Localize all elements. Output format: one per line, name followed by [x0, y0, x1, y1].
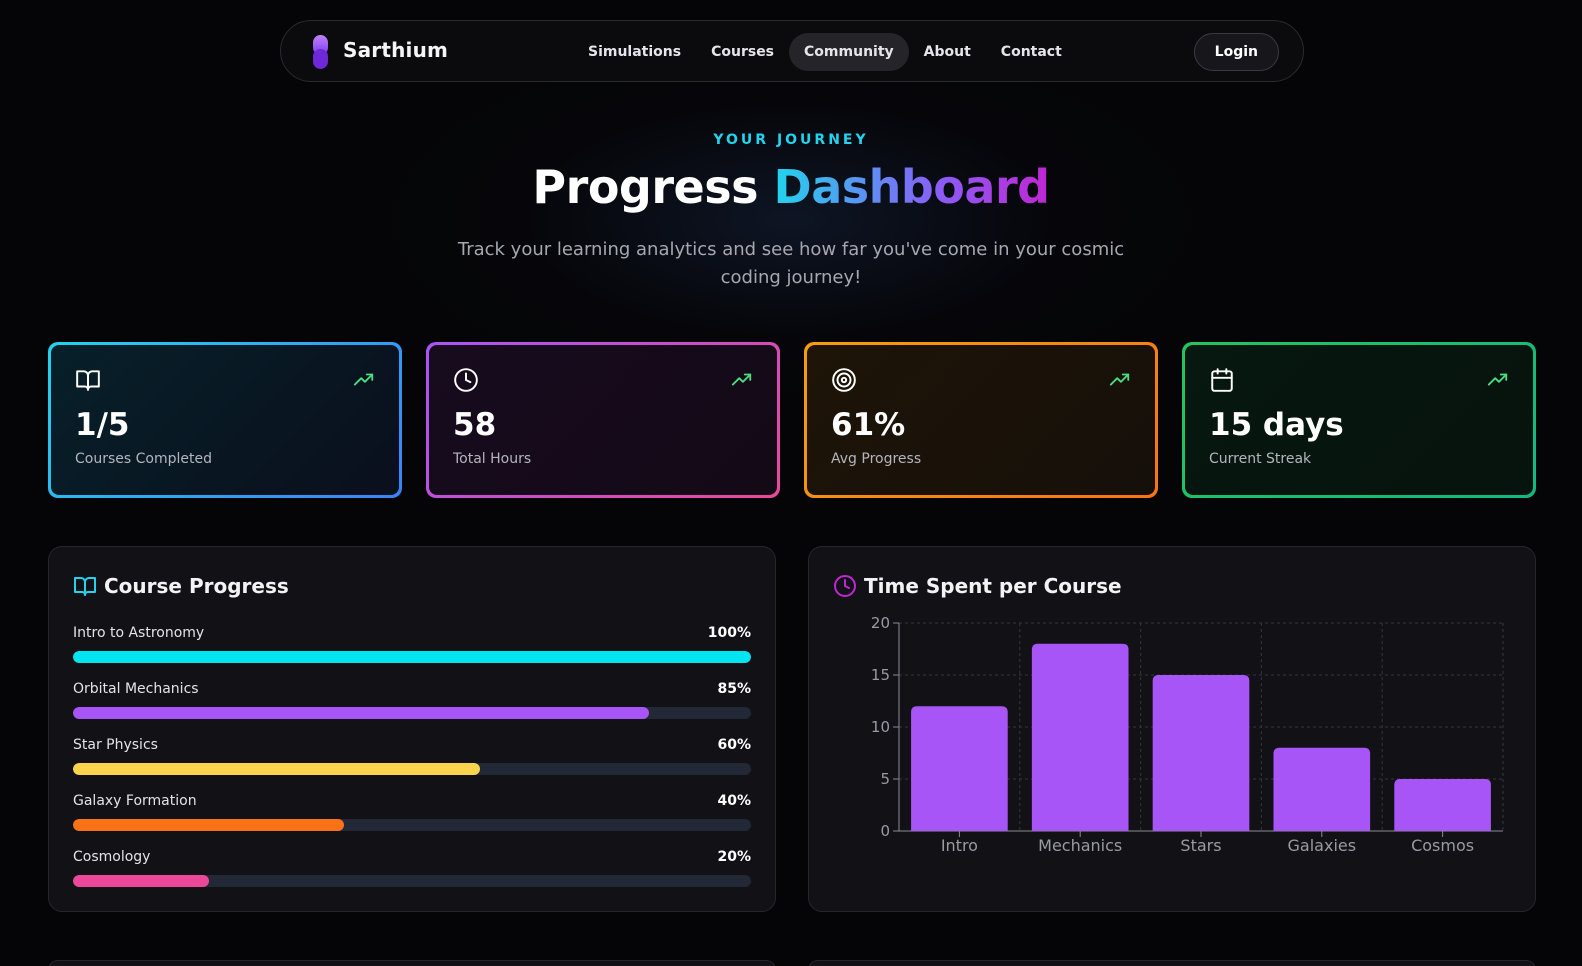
progress-track [73, 707, 751, 719]
nav-link-simulations[interactable]: Simulations [588, 44, 682, 60]
nav-link-community[interactable]: Community [789, 33, 909, 71]
nav-link-courses[interactable]: Courses [711, 44, 775, 60]
x-tick-label: Stars [1180, 836, 1221, 855]
progress-fill [73, 875, 209, 887]
x-tick-label: Cosmos [1411, 836, 1474, 855]
stat-label: Avg Progress [831, 451, 922, 467]
course-percent: 40% [717, 793, 751, 809]
nav-link-contact[interactable]: Contact [1000, 44, 1062, 60]
bar[interactable] [1152, 675, 1250, 831]
stat-value: 61% [831, 407, 906, 443]
hero-eyebrow: YOUR JOURNEY [713, 132, 869, 148]
y-tick-label: 10 [871, 718, 890, 736]
clock-icon [834, 575, 856, 597]
course-name: Star Physics [73, 737, 158, 753]
bar[interactable] [1394, 779, 1491, 831]
target-icon [832, 368, 856, 392]
progress-track [73, 763, 751, 775]
y-tick-label: 15 [871, 666, 890, 684]
progress-track [73, 819, 751, 831]
y-tick-label: 5 [880, 770, 890, 788]
y-tick-label: 0 [880, 822, 890, 840]
course-percent: 100% [707, 625, 751, 641]
calendar-icon [1211, 368, 1233, 392]
trending-up-icon [1109, 373, 1130, 386]
next-panel-right [808, 960, 1536, 966]
nav-links: Simulations Courses Community About Cont… [573, 33, 1077, 71]
bar[interactable] [1031, 643, 1129, 831]
course-name: Orbital Mechanics [73, 681, 199, 697]
page-title-plain: Progress [532, 160, 758, 214]
progress-fill [73, 707, 650, 719]
course-percent: 20% [717, 849, 751, 865]
trending-up-icon [1487, 373, 1508, 386]
stat-value: 15 days [1209, 407, 1344, 443]
trending-up-icon [731, 373, 752, 386]
stat-card-hours: 58 Total Hours [426, 342, 780, 498]
login-button[interactable]: Login [1193, 33, 1279, 71]
stat-card-courses: 1/5 Courses Completed [48, 342, 402, 498]
page-title-accent: Dashboard [773, 160, 1051, 214]
time-spent-panel: Time Spent per Course 0 5 10 15 20 Intro Mecha… [808, 546, 1536, 912]
progress-fill [73, 763, 480, 775]
course-percent: 85% [717, 681, 751, 697]
course-name: Cosmology [73, 849, 151, 865]
book-open-icon [74, 577, 96, 596]
stat-label: Total Hours [453, 451, 532, 467]
brand-name[interactable]: Sarthium [343, 38, 449, 62]
stat-label: Current Streak [1209, 451, 1312, 467]
progress-fill [73, 651, 751, 663]
stat-value: 58 [453, 407, 497, 443]
panel-title: Course Progress [104, 574, 289, 598]
bar[interactable] [1273, 747, 1371, 831]
clock-icon [454, 368, 478, 392]
time-spent-bar-chart: 0 5 10 15 20 Intro Mechanics Stars Galaxies Cosmo… [871, 617, 1504, 855]
page-title: Progress Dashboard [0, 160, 1582, 214]
stat-card-streak: 15 days Current Streak [1182, 342, 1536, 498]
x-tick-label: Mechanics [1038, 836, 1122, 855]
logo-icon[interactable] [311, 35, 331, 69]
x-tick-label: Intro [941, 836, 978, 855]
course-percent: 60% [717, 737, 751, 753]
trending-up-icon [353, 373, 374, 386]
stat-card-progress: 61% Avg Progress [804, 342, 1158, 498]
course-name: Intro to Astronomy [73, 625, 205, 641]
course-name: Galaxy Formation [73, 793, 197, 809]
nav-link-about[interactable]: About [923, 44, 971, 60]
progress-track [73, 651, 751, 663]
top-navbar: Sarthium Simulations Courses Community A… [280, 20, 1304, 82]
stat-value: 1/5 [75, 407, 130, 443]
next-panel-left [48, 960, 776, 966]
book-open-icon [76, 370, 100, 391]
progress-fill [73, 819, 345, 831]
bar[interactable] [911, 706, 1008, 831]
stat-label: Courses Completed [75, 451, 212, 467]
hero-subtitle: Track your learning analytics and see ho… [457, 239, 1125, 288]
panel-title: Time Spent per Course [864, 574, 1122, 598]
x-tick-label: Galaxies [1288, 836, 1357, 855]
y-tick-label: 20 [871, 617, 890, 632]
progress-track [73, 875, 751, 887]
course-progress-panel: Course Progress Intro to Astronomy 100% Or… [48, 546, 776, 912]
